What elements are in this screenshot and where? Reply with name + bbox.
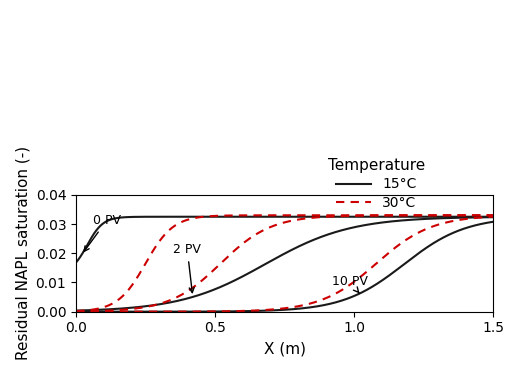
- Text: 10 PV: 10 PV: [332, 275, 367, 293]
- Legend: 15°C, 30°C: 15°C, 30°C: [322, 152, 430, 215]
- Text: 2 PV: 2 PV: [173, 243, 201, 293]
- Y-axis label: Residual NAPL saturation (-): Residual NAPL saturation (-): [15, 146, 30, 360]
- X-axis label: X (m): X (m): [264, 341, 306, 356]
- Text: 0 PV: 0 PV: [84, 214, 121, 251]
